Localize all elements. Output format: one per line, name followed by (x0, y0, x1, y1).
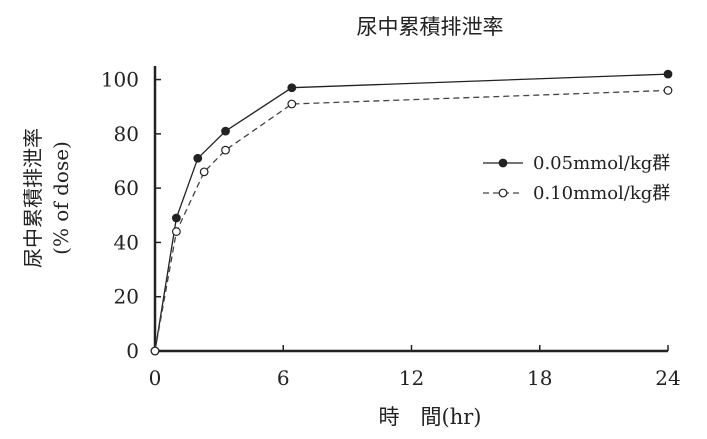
legend-label: 0.10mmol/kg群 (533, 183, 670, 204)
data-point (221, 145, 230, 155)
data-point (663, 86, 673, 95)
data-point (199, 167, 209, 177)
y-tick-label: 0 (126, 339, 139, 363)
data-point (171, 227, 181, 236)
axes: 0 6 12 18 24 0 20 40 60 80 100 (101, 66, 681, 390)
series-2 (150, 86, 673, 356)
legend-item-1: 0.05mmol/kg群 (483, 153, 670, 174)
series-1 (150, 69, 673, 356)
y-tick-label: 80 (114, 122, 139, 146)
legend: 0.05mmol/kg群 0.10mmol/kg群 (483, 153, 670, 204)
legend-item-2: 0.10mmol/kg群 (483, 183, 670, 204)
legend-label: 0.05mmol/kg群 (533, 153, 670, 174)
data-point (193, 153, 203, 163)
y-tick-label: 60 (114, 176, 139, 200)
y-tick-label: 40 (114, 230, 139, 254)
data-point (171, 213, 181, 223)
series-layer (150, 69, 673, 356)
y-tick-label: 100 (101, 68, 139, 92)
chart-title: 尿中累積排泄率 (357, 15, 504, 39)
y-axis-label-line2: (% of dose) (49, 141, 73, 255)
x-tick-label: 12 (399, 366, 424, 390)
x-tick-label: 6 (277, 366, 290, 390)
data-point (287, 83, 297, 93)
x-tick-label: 18 (527, 366, 552, 390)
data-point (663, 69, 673, 79)
x-tick-label: 24 (655, 366, 680, 390)
data-point (150, 346, 160, 356)
legend-marker (498, 158, 508, 168)
data-point (287, 99, 297, 109)
x-axis-label: 時 間(hr) (379, 405, 482, 429)
series-line (154, 89, 669, 352)
y-axis-label-line1: 尿中累積排泄率 (21, 128, 45, 268)
x-tick-label: 0 (149, 366, 162, 390)
legend-marker (498, 188, 508, 198)
data-point (221, 126, 230, 136)
series-line (154, 73, 669, 352)
y-tick-label: 20 (114, 285, 139, 309)
y-axis-label: 尿中累積排泄率 (% of dose) (21, 128, 73, 268)
